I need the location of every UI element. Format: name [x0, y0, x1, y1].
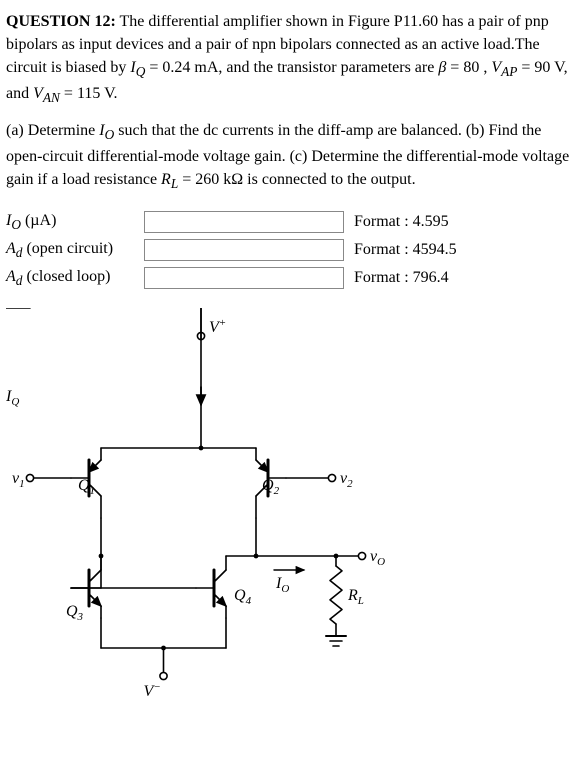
- answer-row: Ad (closed loop) Format : 796.4: [6, 264, 575, 292]
- answer-label-tail: (µA): [21, 212, 56, 229]
- stem-eq2: = 80 ,: [446, 59, 491, 76]
- svg-text:V−: V−: [144, 681, 161, 700]
- io-input[interactable]: [144, 211, 344, 233]
- answer-label-tail: (closed loop): [22, 268, 110, 285]
- svg-text:Q1: Q1: [78, 477, 95, 497]
- answer-row: Ad (open circuit) Format : 4594.5: [6, 236, 575, 264]
- svg-text:IO: IO: [275, 575, 289, 595]
- answer-format: Format : 4594.5: [354, 238, 457, 261]
- subq-a1: (a) Determine: [6, 122, 99, 139]
- van-symbol: V: [33, 85, 43, 102]
- circuit-svg: V+ IQ v1 v2 Q1 Q2 vO IO RL Q3 Q4 V−: [6, 308, 426, 708]
- stem-eq4: = 115 V.: [64, 85, 118, 102]
- answer-label-tail: (open circuit): [22, 240, 113, 257]
- vap-symbol: V: [491, 59, 501, 76]
- question-title: QUESTION 12:: [6, 13, 116, 30]
- answer-label-sym: A: [6, 240, 16, 257]
- answer-format: Format : 796.4: [354, 266, 449, 289]
- svg-text:v1: v1: [12, 470, 25, 490]
- answer-label: IO (µA): [6, 209, 144, 235]
- svg-text:V+: V+: [209, 317, 226, 336]
- answer-label-sub: O: [11, 217, 21, 232]
- iq-subscript: Q: [136, 65, 146, 80]
- svg-text:Q3: Q3: [66, 603, 84, 623]
- vap-subscript: AP: [501, 65, 517, 80]
- subq-a3: = 260 kΩ is connected to the output.: [178, 171, 415, 188]
- ad-open-input[interactable]: [144, 239, 344, 261]
- answer-label: Ad (open circuit): [6, 237, 144, 263]
- svg-text:vO: vO: [370, 548, 385, 568]
- stem-unit1: mA, and the transistor parameters are: [190, 59, 438, 76]
- svg-text:IQ: IQ: [6, 388, 19, 408]
- answers-block: IO (µA) Format : 4.595 Ad (open circuit)…: [6, 208, 575, 292]
- question-stem: QUESTION 12: The differential amplifier …: [6, 10, 575, 107]
- answer-label: Ad (closed loop): [6, 265, 144, 291]
- ad-closed-input[interactable]: [144, 267, 344, 289]
- van-subscript: AN: [43, 90, 60, 105]
- rl-symbol: R: [161, 171, 171, 188]
- svg-text:RL: RL: [347, 587, 364, 607]
- stem-eq1: = 0.24: [149, 59, 190, 76]
- svg-text:Q4: Q4: [234, 587, 252, 607]
- subquestions: (a) Determine IO such that the dc curren…: [6, 119, 575, 193]
- answer-label-sym: A: [6, 268, 16, 285]
- circuit-figure: V+ IQ v1 v2 Q1 Q2 vO IO RL Q3 Q4 V−: [6, 308, 575, 715]
- answer-format: Format : 4.595: [354, 210, 449, 233]
- io-subscript: O: [105, 128, 115, 143]
- svg-text:Q2: Q2: [262, 477, 280, 497]
- answer-row: IO (µA) Format : 4.595: [6, 208, 575, 236]
- svg-text:v2: v2: [340, 470, 353, 490]
